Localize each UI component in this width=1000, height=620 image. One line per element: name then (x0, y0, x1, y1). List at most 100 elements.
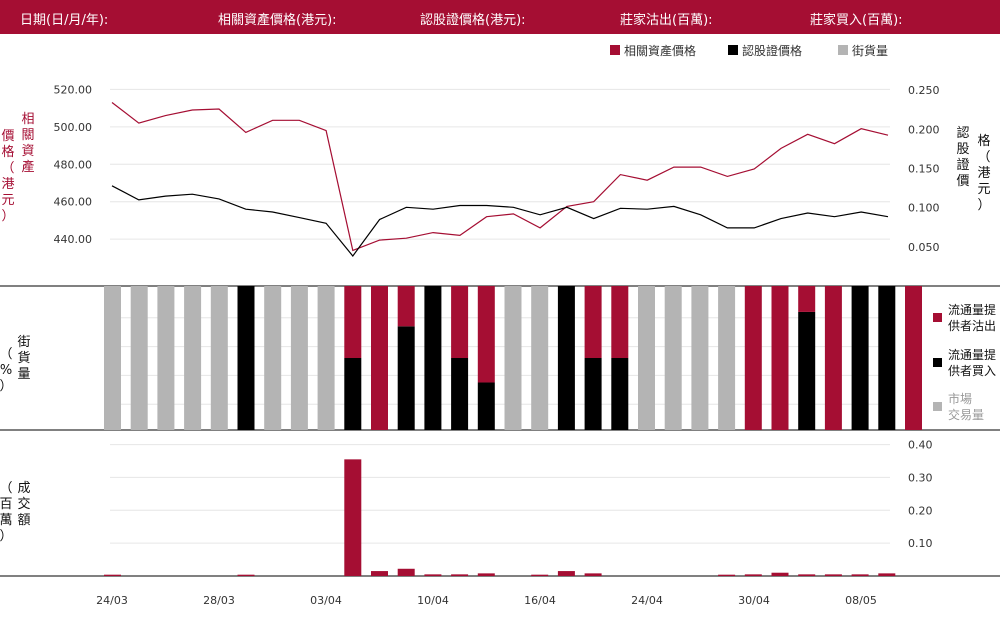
pct-bar-0 (371, 286, 388, 430)
pct-bar-0 (477, 286, 495, 383)
pct-bar-1 (397, 326, 415, 430)
pct-bar-2 (691, 286, 709, 430)
pct-bar-2 (718, 286, 736, 430)
x-tick-label: 08/05 (845, 594, 877, 607)
turnover-bar (798, 574, 816, 576)
pct-bar-2 (157, 286, 175, 430)
pct-bar-1 (798, 311, 816, 430)
turnover-bar (851, 574, 869, 576)
pct-axis-title-unit: （%） (0, 347, 13, 394)
pct-bar-2 (531, 286, 549, 430)
left-tick-label: 440.00 (54, 233, 93, 246)
left-axis-title: 相關資產 (21, 112, 34, 175)
turnover-bar (878, 573, 896, 576)
pct-bar-1 (611, 358, 629, 430)
turnover-tick-label: 0.30 (908, 471, 933, 484)
pct-bar-0 (611, 286, 629, 358)
legend-swatch (838, 45, 848, 55)
pct-bar-1 (584, 358, 602, 430)
legend-swatch (728, 45, 738, 55)
turnover-bar (531, 574, 549, 576)
right-axis-title-unit: 格（港元） (977, 133, 990, 213)
turnover-bar (344, 459, 362, 576)
pct-bar-1 (344, 358, 362, 430)
warrant-price-label: 認股證價格(港元): (420, 13, 526, 28)
turnover-bar (397, 568, 415, 576)
turnover-bar (237, 574, 255, 576)
pct-bar-1 (557, 286, 575, 430)
left-tick-label: 460.00 (54, 196, 93, 209)
pct-bar-1 (477, 382, 495, 430)
x-tick-label: 24/03 (96, 594, 128, 607)
bar-legend-label: 市場交易量 (948, 391, 984, 422)
turnover-bar (771, 572, 789, 576)
left-tick-label: 480.00 (54, 158, 93, 171)
header-bar: 日期(日/月/年): 相關資產價格(港元): 認股證價格(港元): 莊家沽出(百… (0, 0, 1000, 34)
turnover-bar (824, 574, 842, 576)
underlying-price-label: 相關資產價格(港元): (218, 13, 337, 28)
turnover-tick-label: 0.20 (908, 504, 933, 517)
pct-bar-2 (664, 286, 682, 430)
bar-legend-swatch (933, 402, 942, 411)
pct-bar-1 (424, 286, 442, 430)
turnover-bar (371, 571, 388, 576)
x-tick-label: 16/04 (524, 594, 556, 607)
x-tick-label: 28/03 (203, 594, 235, 607)
pct-bar-2 (210, 286, 228, 430)
pct-bar-0 (905, 286, 922, 430)
bar-legend-label: 流通量提供者沽出 (948, 302, 996, 333)
mm-sell-label: 莊家沽出(百萬): (620, 13, 713, 28)
pct-bar-2 (184, 286, 202, 430)
turnover-bar (744, 574, 762, 576)
bar-legend-swatch (933, 358, 942, 367)
legend-swatch (610, 45, 620, 55)
pct-axis-title: 街貨量 (17, 335, 30, 382)
series-line-0 (111, 102, 889, 252)
pct-bar-0 (824, 286, 842, 430)
mm-buy-label: 莊家買入(百萬): (810, 13, 903, 28)
pct-bar-0 (798, 286, 816, 312)
turnover-bar (424, 574, 442, 576)
x-tick-label: 30/04 (738, 594, 770, 607)
x-tick-label: 24/04 (631, 594, 663, 607)
legend-label: 街貨量 (852, 43, 888, 58)
legend-label: 認股證價格 (742, 43, 802, 58)
turnover-tick-label: 0.40 (908, 439, 933, 452)
x-tick-label: 03/04 (310, 594, 342, 607)
bar-legend-swatch (933, 313, 942, 322)
turnover-bar (477, 573, 495, 576)
x-tick-label: 10/04 (417, 594, 449, 607)
turnover-bar (718, 574, 736, 576)
pct-bar-2 (130, 286, 148, 430)
left-axis-title-unit: 價格（港元） (1, 129, 14, 224)
turnover-bar (104, 574, 121, 576)
right-tick-label: 0.050 (908, 241, 940, 254)
pct-bar-2 (290, 286, 308, 430)
pct-bar-2 (638, 286, 655, 430)
pct-bar-0 (397, 286, 415, 327)
pct-bar-2 (317, 286, 335, 430)
series-line-1 (111, 185, 889, 257)
left-tick-label: 520.00 (54, 83, 93, 96)
pct-bar-2 (104, 286, 121, 430)
pct-bar-0 (771, 286, 789, 430)
turnover-bar (557, 571, 575, 576)
right-tick-label: 0.100 (908, 202, 940, 215)
bar-legend-label: 流通量提供者買入 (948, 347, 996, 378)
right-axis-title: 認股證價 (956, 125, 969, 189)
pct-bar-0 (451, 286, 469, 358)
turnover-tick-label: 0.10 (908, 537, 933, 550)
pct-bar-2 (264, 286, 282, 430)
right-tick-label: 0.200 (908, 123, 940, 136)
turnover-bar (584, 573, 602, 576)
pct-bar-0 (344, 286, 362, 358)
right-tick-label: 0.250 (908, 84, 940, 97)
left-tick-label: 500.00 (54, 121, 93, 134)
turnover-axis-title-unit: （百萬） (0, 481, 13, 544)
pct-bar-1 (878, 286, 896, 430)
pct-bar-1 (237, 286, 255, 430)
turnover-bar (451, 574, 469, 576)
pct-bar-1 (851, 286, 869, 430)
pct-bar-0 (584, 286, 602, 358)
